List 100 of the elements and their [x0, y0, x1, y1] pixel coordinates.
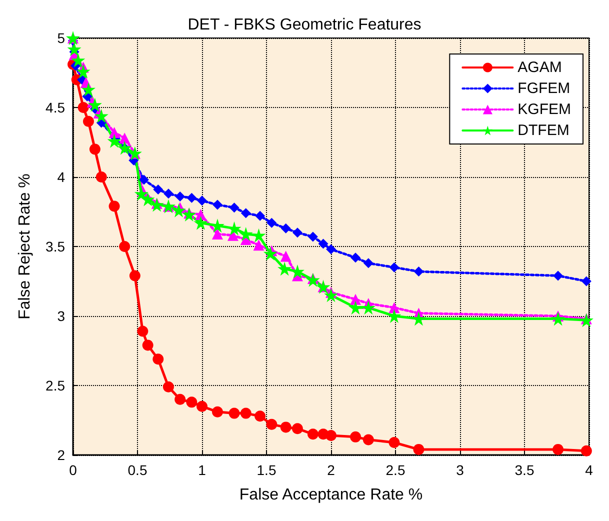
legend-label: KGFEM — [518, 101, 572, 118]
x-tick-label: 3.5 — [514, 462, 534, 478]
point — [389, 262, 400, 272]
point — [197, 196, 207, 206]
point — [412, 312, 426, 326]
point — [196, 400, 208, 412]
y-tick-label: 5 — [57, 30, 66, 46]
point — [129, 270, 140, 282]
point — [361, 300, 376, 315]
point — [579, 313, 594, 328]
y-tick-label: 3 — [57, 308, 66, 324]
point — [362, 434, 374, 446]
point — [324, 288, 338, 302]
x-tick-label: 1 — [198, 462, 206, 478]
point — [581, 276, 592, 286]
point — [108, 200, 120, 212]
point — [78, 102, 89, 113]
point — [142, 340, 154, 351]
point — [280, 250, 292, 262]
legend-label: AGAM — [518, 59, 562, 76]
point — [182, 208, 196, 222]
point — [253, 240, 264, 251]
x-tick-label: 0 — [69, 462, 78, 478]
point — [580, 445, 592, 456]
y-axis-title: False Reject Rate % — [16, 174, 34, 320]
point — [551, 312, 566, 326]
point — [172, 203, 186, 218]
point — [163, 188, 174, 199]
point — [263, 246, 278, 260]
point — [228, 408, 240, 419]
y-tick-label: 2.5 — [46, 378, 66, 394]
point — [89, 144, 100, 155]
point — [82, 116, 94, 127]
point — [292, 228, 302, 238]
legend-label: DTFEM — [518, 122, 570, 139]
point — [318, 238, 328, 249]
point — [553, 270, 564, 281]
chart-title: DET - FBKS Geometric Features — [188, 16, 422, 34]
point — [326, 244, 336, 254]
y-tick-label: 3.5 — [46, 238, 66, 254]
point — [212, 200, 222, 210]
point — [254, 410, 266, 422]
x-tick-label: 2 — [327, 462, 336, 478]
point — [266, 218, 277, 228]
point — [107, 134, 122, 148]
point — [350, 252, 361, 263]
point — [278, 262, 292, 276]
y-tick-label: 2 — [57, 447, 66, 463]
point — [229, 202, 240, 213]
point — [67, 42, 82, 56]
point — [280, 223, 291, 234]
point — [266, 418, 278, 430]
y-tick-label: 4.5 — [46, 100, 66, 116]
x-tick-label: 1.5 — [256, 462, 276, 478]
point — [363, 258, 374, 268]
point — [186, 192, 197, 203]
point — [388, 436, 400, 448]
point — [388, 302, 400, 314]
x-tick-label: 3 — [456, 462, 464, 478]
point — [94, 108, 108, 123]
point — [194, 216, 208, 230]
point — [153, 184, 164, 195]
point — [137, 326, 148, 337]
legend-label: FGFEM — [518, 80, 570, 97]
point — [76, 64, 90, 78]
x-tick-label: 0.5 — [128, 462, 148, 478]
point — [255, 210, 266, 221]
x-tick-label: 4 — [585, 462, 594, 478]
point — [413, 444, 424, 455]
point — [134, 186, 148, 201]
point — [252, 228, 266, 242]
point — [306, 272, 320, 287]
point — [350, 294, 362, 305]
point — [152, 354, 164, 365]
point — [162, 381, 174, 392]
x-axis-title: False Acceptance Rate % — [239, 486, 423, 504]
y-tick-label: 4 — [57, 169, 66, 185]
point — [150, 198, 164, 212]
point — [119, 132, 130, 144]
point — [195, 209, 206, 220]
point — [138, 174, 149, 185]
point — [212, 228, 223, 240]
point — [348, 300, 363, 315]
point — [292, 423, 303, 434]
point — [71, 53, 86, 68]
point — [174, 394, 186, 405]
point — [88, 98, 102, 112]
point — [119, 241, 130, 252]
point — [140, 192, 155, 206]
point — [96, 172, 107, 182]
point — [280, 422, 292, 433]
point — [238, 226, 253, 241]
point — [350, 431, 362, 442]
point — [387, 309, 402, 323]
point — [81, 82, 96, 96]
point — [240, 208, 251, 218]
point — [307, 428, 318, 440]
point — [308, 232, 318, 242]
point — [414, 266, 424, 277]
point — [186, 396, 198, 408]
